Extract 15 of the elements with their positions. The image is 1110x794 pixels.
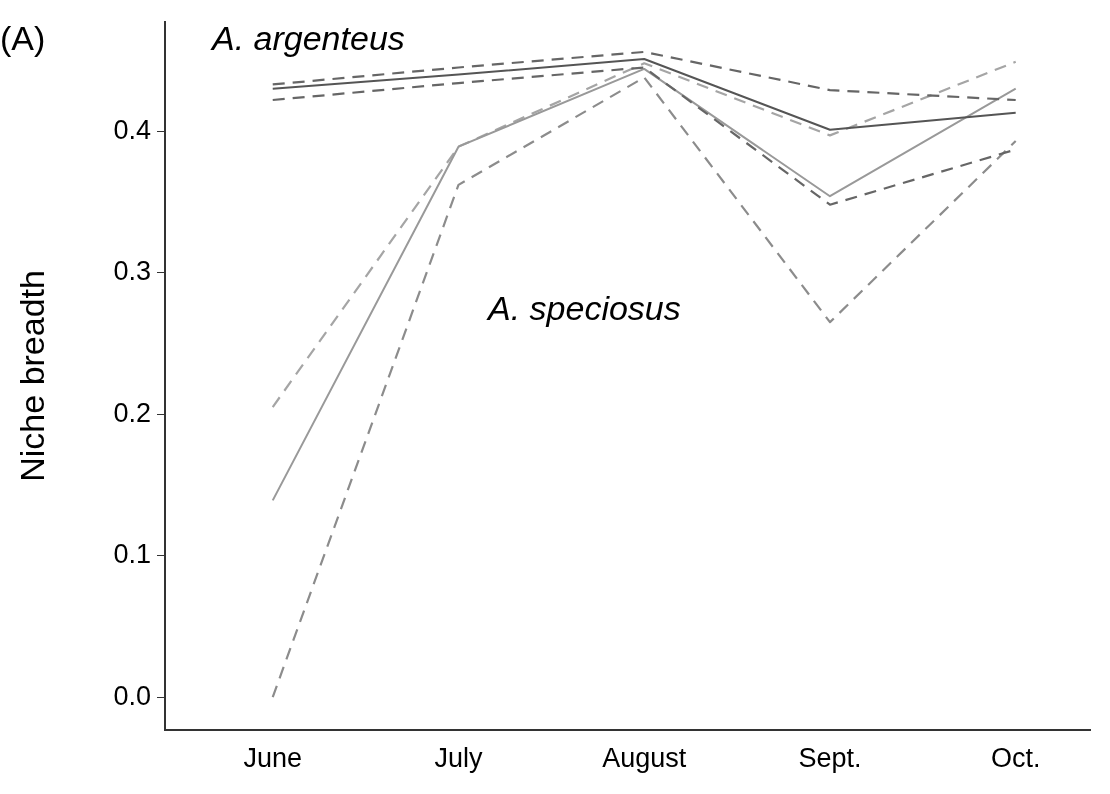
annotation: A. speciosus bbox=[486, 289, 681, 327]
y-tick-label: 0.0 bbox=[113, 680, 151, 711]
y-tick-label: 0.1 bbox=[113, 539, 151, 570]
y-tick-label: 0.4 bbox=[113, 114, 151, 145]
line-series bbox=[271, 76, 1017, 699]
x-tick-label: Sept. bbox=[798, 743, 862, 774]
annotation: A. argenteus bbox=[210, 19, 405, 57]
x-tick-label: August bbox=[602, 743, 687, 774]
y-tick-label: 0.2 bbox=[113, 397, 151, 428]
x-tick-label: June bbox=[243, 743, 303, 774]
x-tick-label: Oct. bbox=[990, 743, 1041, 774]
x-tick-label: July bbox=[434, 743, 483, 774]
y-tick-label: 0.3 bbox=[113, 256, 151, 287]
text: (A) bbox=[0, 19, 46, 57]
y-axis-title: Niche breadth bbox=[12, 270, 51, 482]
